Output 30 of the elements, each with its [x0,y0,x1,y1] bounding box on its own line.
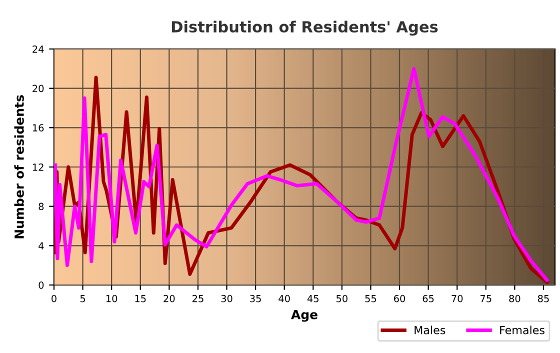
y-axis-title: Number of residents [14,95,24,238]
y-tick-label: 0 [38,281,44,289]
y-tick-label: 12 [32,163,44,171]
x-tick-label: 35 [250,294,261,302]
legend-label: Females [500,326,544,334]
x-tick-label: 15 [135,295,146,302]
x-tick-label: 75 [480,295,492,302]
y-tick-label: 16 [32,124,44,132]
x-tick-label: 55 [365,295,376,302]
x-tick-label: 70 [452,294,463,302]
x-tick-label: 45 [307,295,318,302]
x-tick-label: 40 [278,294,290,302]
x-tick-label: 0 [52,294,56,302]
x-tick-label: 85 [538,294,549,302]
y-tick-label: 8 [38,202,44,210]
x-tick-label: 80 [509,294,520,302]
x-tick-label: 30 [221,294,232,302]
y-tick-label: 20 [32,84,44,92]
y-tick-label: 24 [32,45,44,53]
x-tick-label: 10 [106,294,118,302]
x-tick-label: 5 [80,295,86,302]
x-tick-label: 50 [336,294,348,302]
x-tick-label: 25 [192,294,204,302]
x-tick-label: 65 [422,294,434,302]
x-axis-title: Age [291,310,318,322]
x-tick-label: 60 [394,294,406,302]
legend-label: Males [414,326,446,334]
y-tick-label: 4 [38,242,44,250]
chart-title: Distribution of Residents' Ages [172,20,438,36]
x-tick-label: 20 [164,294,175,302]
